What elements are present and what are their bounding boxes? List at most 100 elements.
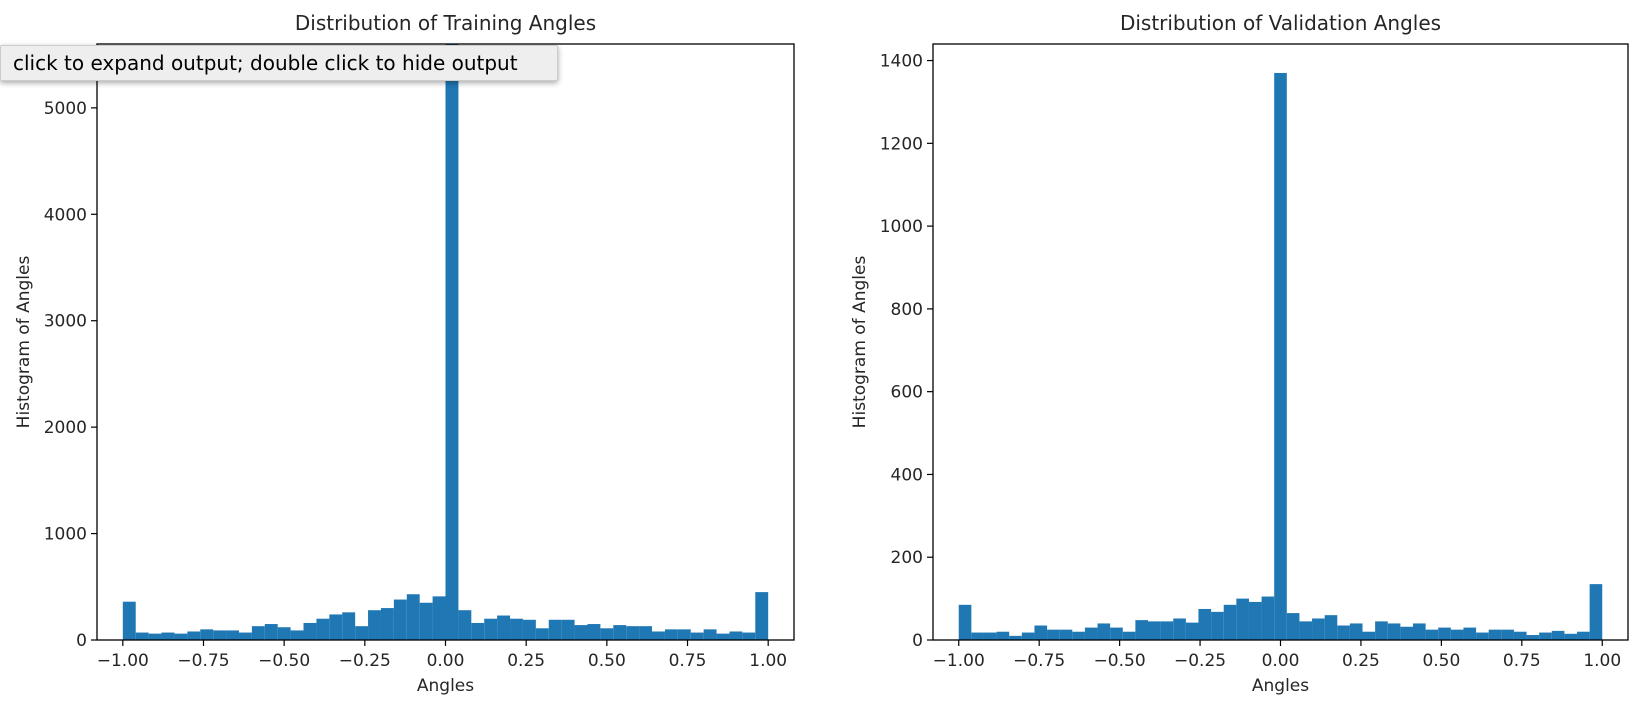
histogram-bar <box>1362 631 1376 640</box>
x-tick-label: 1.00 <box>749 651 787 671</box>
histogram-bar <box>983 632 997 640</box>
histogram-bar <box>996 631 1010 640</box>
histogram-bar <box>535 628 549 640</box>
histogram-bar <box>1463 627 1477 640</box>
histogram-bar <box>251 626 265 640</box>
histogram-bar <box>1122 631 1136 640</box>
x-axis-label: Angles <box>1252 676 1309 696</box>
histogram-bar <box>1551 630 1565 640</box>
x-tick-label: 0.50 <box>1422 651 1460 671</box>
x-tick-label: −1.00 <box>97 651 149 671</box>
histogram-bar <box>329 614 343 640</box>
x-tick-label: −0.50 <box>258 651 310 671</box>
histogram-bar <box>1160 621 1174 640</box>
histogram-bar <box>561 619 575 640</box>
y-axis-label: Histogram of Angles <box>850 256 870 429</box>
histogram-bar <box>971 632 984 640</box>
histogram-bar <box>1539 632 1552 640</box>
histogram-bar <box>200 629 214 640</box>
x-tick-label: 0.00 <box>1262 651 1300 671</box>
histogram-bar <box>1110 627 1123 640</box>
x-tick-label: 0.00 <box>427 651 465 671</box>
y-tick-label: 400 <box>891 465 923 485</box>
y-tick-label: 600 <box>891 383 923 403</box>
histogram-bar <box>1236 598 1249 640</box>
histogram-bar <box>484 618 498 640</box>
histogram-bar <box>729 631 743 640</box>
histogram-bar <box>1034 625 1048 640</box>
histogram-bar <box>1476 632 1489 640</box>
histogram-bar <box>1349 623 1363 640</box>
histogram-bar <box>1387 623 1401 640</box>
histogram-bar <box>187 631 201 640</box>
y-tick-label: 0 <box>912 631 923 651</box>
y-tick-label: 5000 <box>44 99 87 119</box>
histogram-bar <box>1223 604 1237 640</box>
histogram-bar <box>1526 635 1540 640</box>
histogram-bar <box>1438 627 1451 640</box>
histogram-bar <box>1009 635 1022 640</box>
histogram-bar <box>1047 629 1060 640</box>
histogram-bar <box>1097 623 1111 640</box>
histogram-bar <box>1425 629 1439 640</box>
histogram-bar <box>497 615 511 640</box>
histogram-bar <box>135 632 149 640</box>
histogram-bar <box>1211 611 1224 640</box>
histogram-bar <box>548 619 562 640</box>
histogram-bar <box>1135 620 1149 640</box>
histogram-bar <box>264 624 278 640</box>
histogram-bar <box>652 631 665 640</box>
histogram-bar <box>458 610 472 640</box>
x-tick-label: 1.00 <box>1583 651 1621 671</box>
histogram-bar <box>445 44 459 640</box>
x-tick-label: 0.75 <box>1503 651 1541 671</box>
y-tick-label: 4000 <box>44 205 87 225</box>
histogram-bar <box>755 592 769 640</box>
y-tick-label: 1000 <box>880 217 923 237</box>
histogram-bar <box>342 612 356 640</box>
histogram-bar <box>664 629 678 640</box>
histogram-bar <box>1084 627 1098 640</box>
histogram-bar <box>1185 622 1199 640</box>
histogram-bar <box>1375 621 1388 640</box>
output-toggle-tooltip[interactable]: click to expand output; double click to … <box>0 45 558 81</box>
histogram-bar <box>716 633 730 640</box>
x-tick-label: 0.25 <box>507 651 545 671</box>
y-tick-label: 800 <box>891 300 923 320</box>
histogram-bar <box>161 632 175 640</box>
histogram-bar <box>1488 629 1502 640</box>
histogram-bar <box>958 604 972 640</box>
histogram-bar <box>703 629 717 640</box>
x-tick-label: −0.25 <box>1174 651 1226 671</box>
y-tick-label: 0 <box>76 631 87 651</box>
x-tick-label: −0.50 <box>1094 651 1146 671</box>
histogram-bar <box>432 596 446 640</box>
x-tick-label: −0.75 <box>1013 651 1065 671</box>
histogram-bar <box>1400 626 1413 640</box>
histogram-bar <box>587 624 601 640</box>
histogram-bar <box>1148 621 1161 640</box>
x-tick-label: −0.25 <box>339 651 391 671</box>
histogram-bar <box>1059 629 1073 640</box>
histogram-bar <box>1286 613 1300 640</box>
histogram-bar <box>639 626 653 640</box>
histogram-bar <box>1198 608 1212 640</box>
histogram-bar <box>1072 631 1085 640</box>
y-tick-label: 1400 <box>880 52 923 72</box>
histogram-bar <box>1173 618 1186 640</box>
histogram-bar <box>1324 615 1338 640</box>
histogram-bar <box>1274 72 1287 640</box>
histogram-bar <box>238 632 252 640</box>
histogram-bar <box>122 601 136 640</box>
histogram-bar <box>1577 631 1590 640</box>
histogram-bar <box>1450 629 1464 640</box>
y-tick-label: 3000 <box>44 312 87 332</box>
chart-validation: −1.00 −0.75 −0.50 −0.25 0.00 0.25 0.50 0.75 1.00… <box>850 11 1629 696</box>
histogram-bar <box>510 618 523 640</box>
histogram-bar <box>419 602 433 640</box>
y-tick-label: 2000 <box>44 418 87 438</box>
histogram-bar <box>613 625 627 640</box>
x-tick-label: 0.50 <box>588 651 626 671</box>
histogram-bar <box>1337 625 1350 640</box>
